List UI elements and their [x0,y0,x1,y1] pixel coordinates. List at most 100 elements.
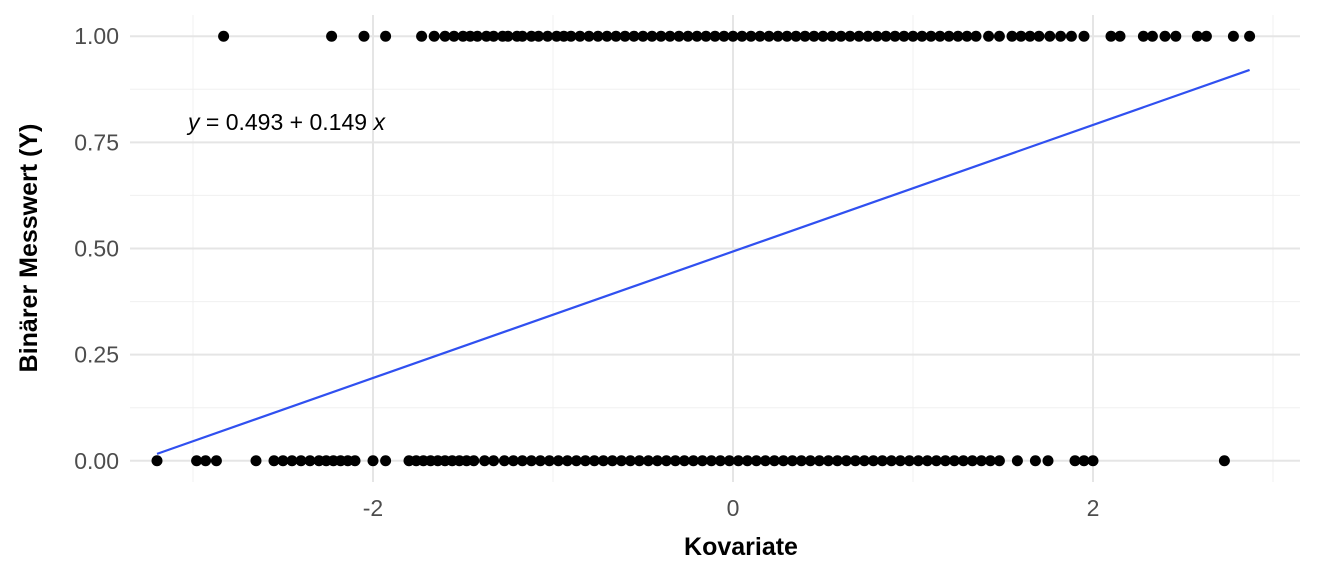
data-point [200,455,212,467]
y-axis-title: Binärer Messwert (Y) [15,124,43,373]
data-point [1218,455,1230,467]
data-point [714,455,726,467]
data-point [268,455,280,467]
data-point [358,30,370,42]
data-point [380,455,392,467]
data-point [416,30,428,42]
data-point [790,30,802,42]
data-point [488,455,500,467]
data-point [687,455,699,467]
data-point [1170,30,1182,42]
data-point [1159,30,1171,42]
y-tick-label: 0.25 [74,342,119,368]
data-point [907,30,919,42]
data-point [939,455,951,467]
data-point [1011,455,1023,467]
data-point [678,455,690,467]
data-point [691,30,703,42]
data-point [894,455,906,467]
data-point [1042,455,1054,467]
data-point [682,30,694,42]
data-point [975,455,987,467]
data-point [151,455,163,467]
data-point [610,30,622,42]
equation-y-var: y [186,109,201,135]
data-point [948,455,960,467]
data-point [772,30,784,42]
data-point [507,455,519,467]
data-point [304,455,316,467]
data-point [1015,30,1027,42]
data-point [876,455,888,467]
data-point [542,30,554,42]
data-point [588,455,600,467]
data-point [822,455,834,467]
data-point [916,30,928,42]
data-point [628,30,640,42]
data-point [853,30,865,42]
data-point [826,30,838,42]
data-point [835,30,847,42]
regression-line [156,68,1250,455]
x-tick-label: -2 [363,495,383,521]
data-point [840,455,852,467]
data-point [696,455,708,467]
data-point [583,30,595,42]
data-point [934,30,946,42]
data-point [849,455,861,467]
data-point [1137,30,1149,42]
data-point [750,455,762,467]
data-point [439,30,451,42]
data-point [925,30,937,42]
data-point [525,455,537,467]
data-point [1244,30,1256,42]
x-tick-label: 2 [1087,495,1100,521]
data-point [880,30,892,42]
data-point [615,455,627,467]
data-point [250,455,262,467]
data-point [831,455,843,467]
data-point [579,455,591,467]
data-point [754,30,766,42]
data-point [732,455,744,467]
data-point [768,455,780,467]
data-point [543,455,555,467]
data-point [871,30,883,42]
data-point [191,455,203,467]
data-point [786,455,798,467]
data-point [1227,30,1239,42]
data-point [1146,30,1158,42]
data-point [885,455,897,467]
data-point [898,30,910,42]
data-point [993,30,1005,42]
y-tick-label: 0.75 [74,129,119,155]
data-point [277,455,289,467]
data-point [943,30,955,42]
data-point [889,30,901,42]
data-point [723,455,735,467]
data-point [1078,30,1090,42]
data-point [471,30,483,42]
data-point [498,455,510,467]
x-tick-label: 0 [727,495,740,521]
equation-body: = 0.493 + 0.149 [200,109,374,135]
data-point [844,30,856,42]
data-point [619,30,631,42]
grid [130,15,1300,482]
data-point [1191,30,1203,42]
data-point [565,30,577,42]
data-point [673,30,685,42]
data-point [736,30,748,42]
data-point [745,30,757,42]
data-point [921,455,933,467]
data-point [930,455,942,467]
data-point [727,30,739,42]
x-axis-ticks: -2 0 2 [363,495,1100,521]
data-point [952,30,964,42]
data-point [1033,30,1045,42]
data-point [862,30,874,42]
data-point [552,455,564,467]
data-point [1024,30,1036,42]
data-point [428,30,440,42]
data-point [983,30,995,42]
